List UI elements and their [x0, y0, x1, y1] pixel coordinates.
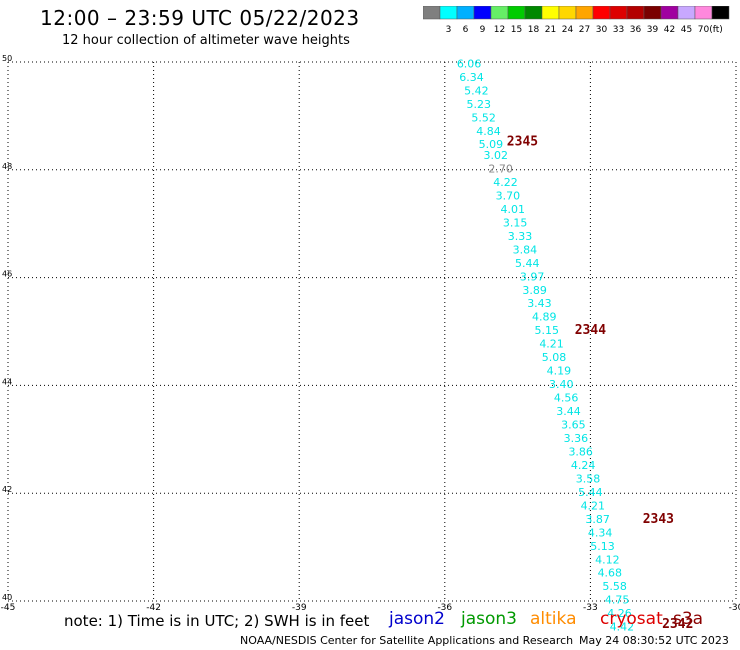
lat-tick-label: 44: [2, 377, 12, 386]
wave-height-label: 3.02: [484, 149, 509, 162]
graticule: [7, 61, 737, 602]
wave-height-label: 3.86: [568, 445, 593, 458]
colorbar-tick-label: 27: [579, 25, 590, 35]
lon-tick-label: -39: [292, 603, 307, 613]
colorbar-tick-label: 21: [545, 25, 556, 35]
wave-height-label: 3.97: [520, 270, 545, 283]
pass-time-label: 2344: [575, 323, 606, 338]
pass-time-label: 2342: [662, 617, 693, 632]
wave-height-label: 4.01: [500, 203, 525, 216]
colorbar-tick-label: 39: [647, 25, 659, 35]
wave-height-label: 5.08: [542, 351, 567, 364]
wave-height-label: 5.44: [578, 486, 603, 499]
colorbar-tick-label: 33: [613, 25, 624, 35]
colorbar-tick-label: 30: [596, 25, 608, 35]
wave-height-label: 4.34: [588, 526, 613, 539]
page-title: 12:00 – 23:59 UTC 05/22/2023: [40, 6, 360, 30]
lon-tick-label: -33: [583, 603, 598, 613]
altimeter-track: 6.066.345.425.235.524.845.093.022.704.22…: [457, 57, 694, 633]
colorbar-tick-label: 18: [528, 25, 540, 35]
wave-height-label: 3.43: [527, 297, 552, 310]
wave-height-label: 6.34: [459, 71, 484, 84]
wave-height-label: 3.70: [496, 189, 521, 202]
wave-height-label: 3.65: [561, 419, 586, 432]
wave-height-label: 3.44: [556, 405, 581, 418]
colorbar-tick-label: 45: [681, 25, 692, 35]
wave-height-label: 4.21: [581, 499, 606, 512]
wave-height-label: 4.21: [539, 338, 564, 351]
lon-tick-label: -36: [437, 603, 452, 613]
colorbar-tick-label: 36: [630, 25, 642, 35]
lat-tick-label: 50: [2, 54, 12, 63]
wave-height-label: 4.56: [554, 392, 579, 405]
wave-height-label: 3.33: [508, 230, 533, 243]
wave-height-label: 5.15: [534, 324, 559, 337]
lon-tick-label: -42: [146, 603, 161, 613]
colorbar-tick-label: 6: [463, 25, 469, 35]
wave-height-label: 4.12: [595, 553, 620, 566]
pass-time-label: 2343: [643, 512, 674, 527]
lat-tick-label: 46: [2, 270, 12, 279]
wave-height-label: 3.89: [522, 284, 547, 297]
lat-tick-label: 42: [2, 485, 12, 494]
colorbar-unit: (ft): [709, 25, 723, 35]
colorbar-tick-label: 12: [494, 25, 505, 35]
wave-height-label: 4.24: [571, 459, 596, 472]
wave-height-label: 3.84: [513, 243, 538, 256]
wave-height-label: 4.19: [547, 365, 572, 378]
wave-height-label: 3.87: [585, 513, 610, 526]
colorbar-tick-label: 42: [664, 25, 675, 35]
lon-tick-label: -45: [1, 603, 16, 613]
colorbar-tick-label: 70: [698, 25, 710, 35]
wave-height-label: 3.15: [503, 216, 528, 229]
wave-height-label: 5.13: [590, 540, 615, 553]
wave-height-label: 5.52: [471, 111, 496, 124]
wave-height-label: 4.22: [493, 176, 518, 189]
colorbar-swatch: [711, 6, 730, 20]
wave-height-label: 4.89: [532, 311, 557, 324]
wave-height-label: 3.40: [549, 378, 574, 391]
colorbar-tick-label: 3: [446, 25, 452, 35]
wave-height-label: 5.23: [467, 98, 492, 111]
lon-tick-label: -30: [729, 603, 740, 613]
wave-height-label: 4.42: [610, 621, 635, 634]
colorbar-tick-label: 24: [562, 25, 574, 35]
colorbar-tick-label: 9: [480, 25, 486, 35]
colorbar-tick-label: 15: [511, 25, 522, 35]
wave-height-label: 5.42: [464, 84, 489, 97]
wave-height-label: 3.58: [576, 472, 601, 485]
wave-height-label: 4.84: [476, 125, 501, 138]
wave-height-label: 4.68: [598, 567, 623, 580]
wave-height-colorbar: 3 6 9 12 15 18 21 24 27 30 33 36 39 42 45 70 (ft): [423, 6, 730, 35]
wave-height-label: 2.70: [488, 162, 513, 175]
wave-height-label: 5.09: [479, 138, 504, 151]
wave-height-label: 5.58: [602, 580, 627, 593]
page-subtitle: 12 hour collection of altimeter wave hei…: [62, 33, 350, 48]
pass-time-label: 2345: [507, 135, 538, 150]
lat-tick-label: 40: [2, 593, 12, 602]
wave-height-label: 5.44: [515, 257, 540, 270]
lat-tick-label: 48: [2, 162, 12, 171]
wave-height-label: 4.75: [605, 594, 630, 607]
wave-height-label: 4.26: [607, 607, 632, 620]
wave-height-label: 3.36: [564, 432, 589, 445]
wave-height-label: 6.06: [457, 57, 482, 70]
